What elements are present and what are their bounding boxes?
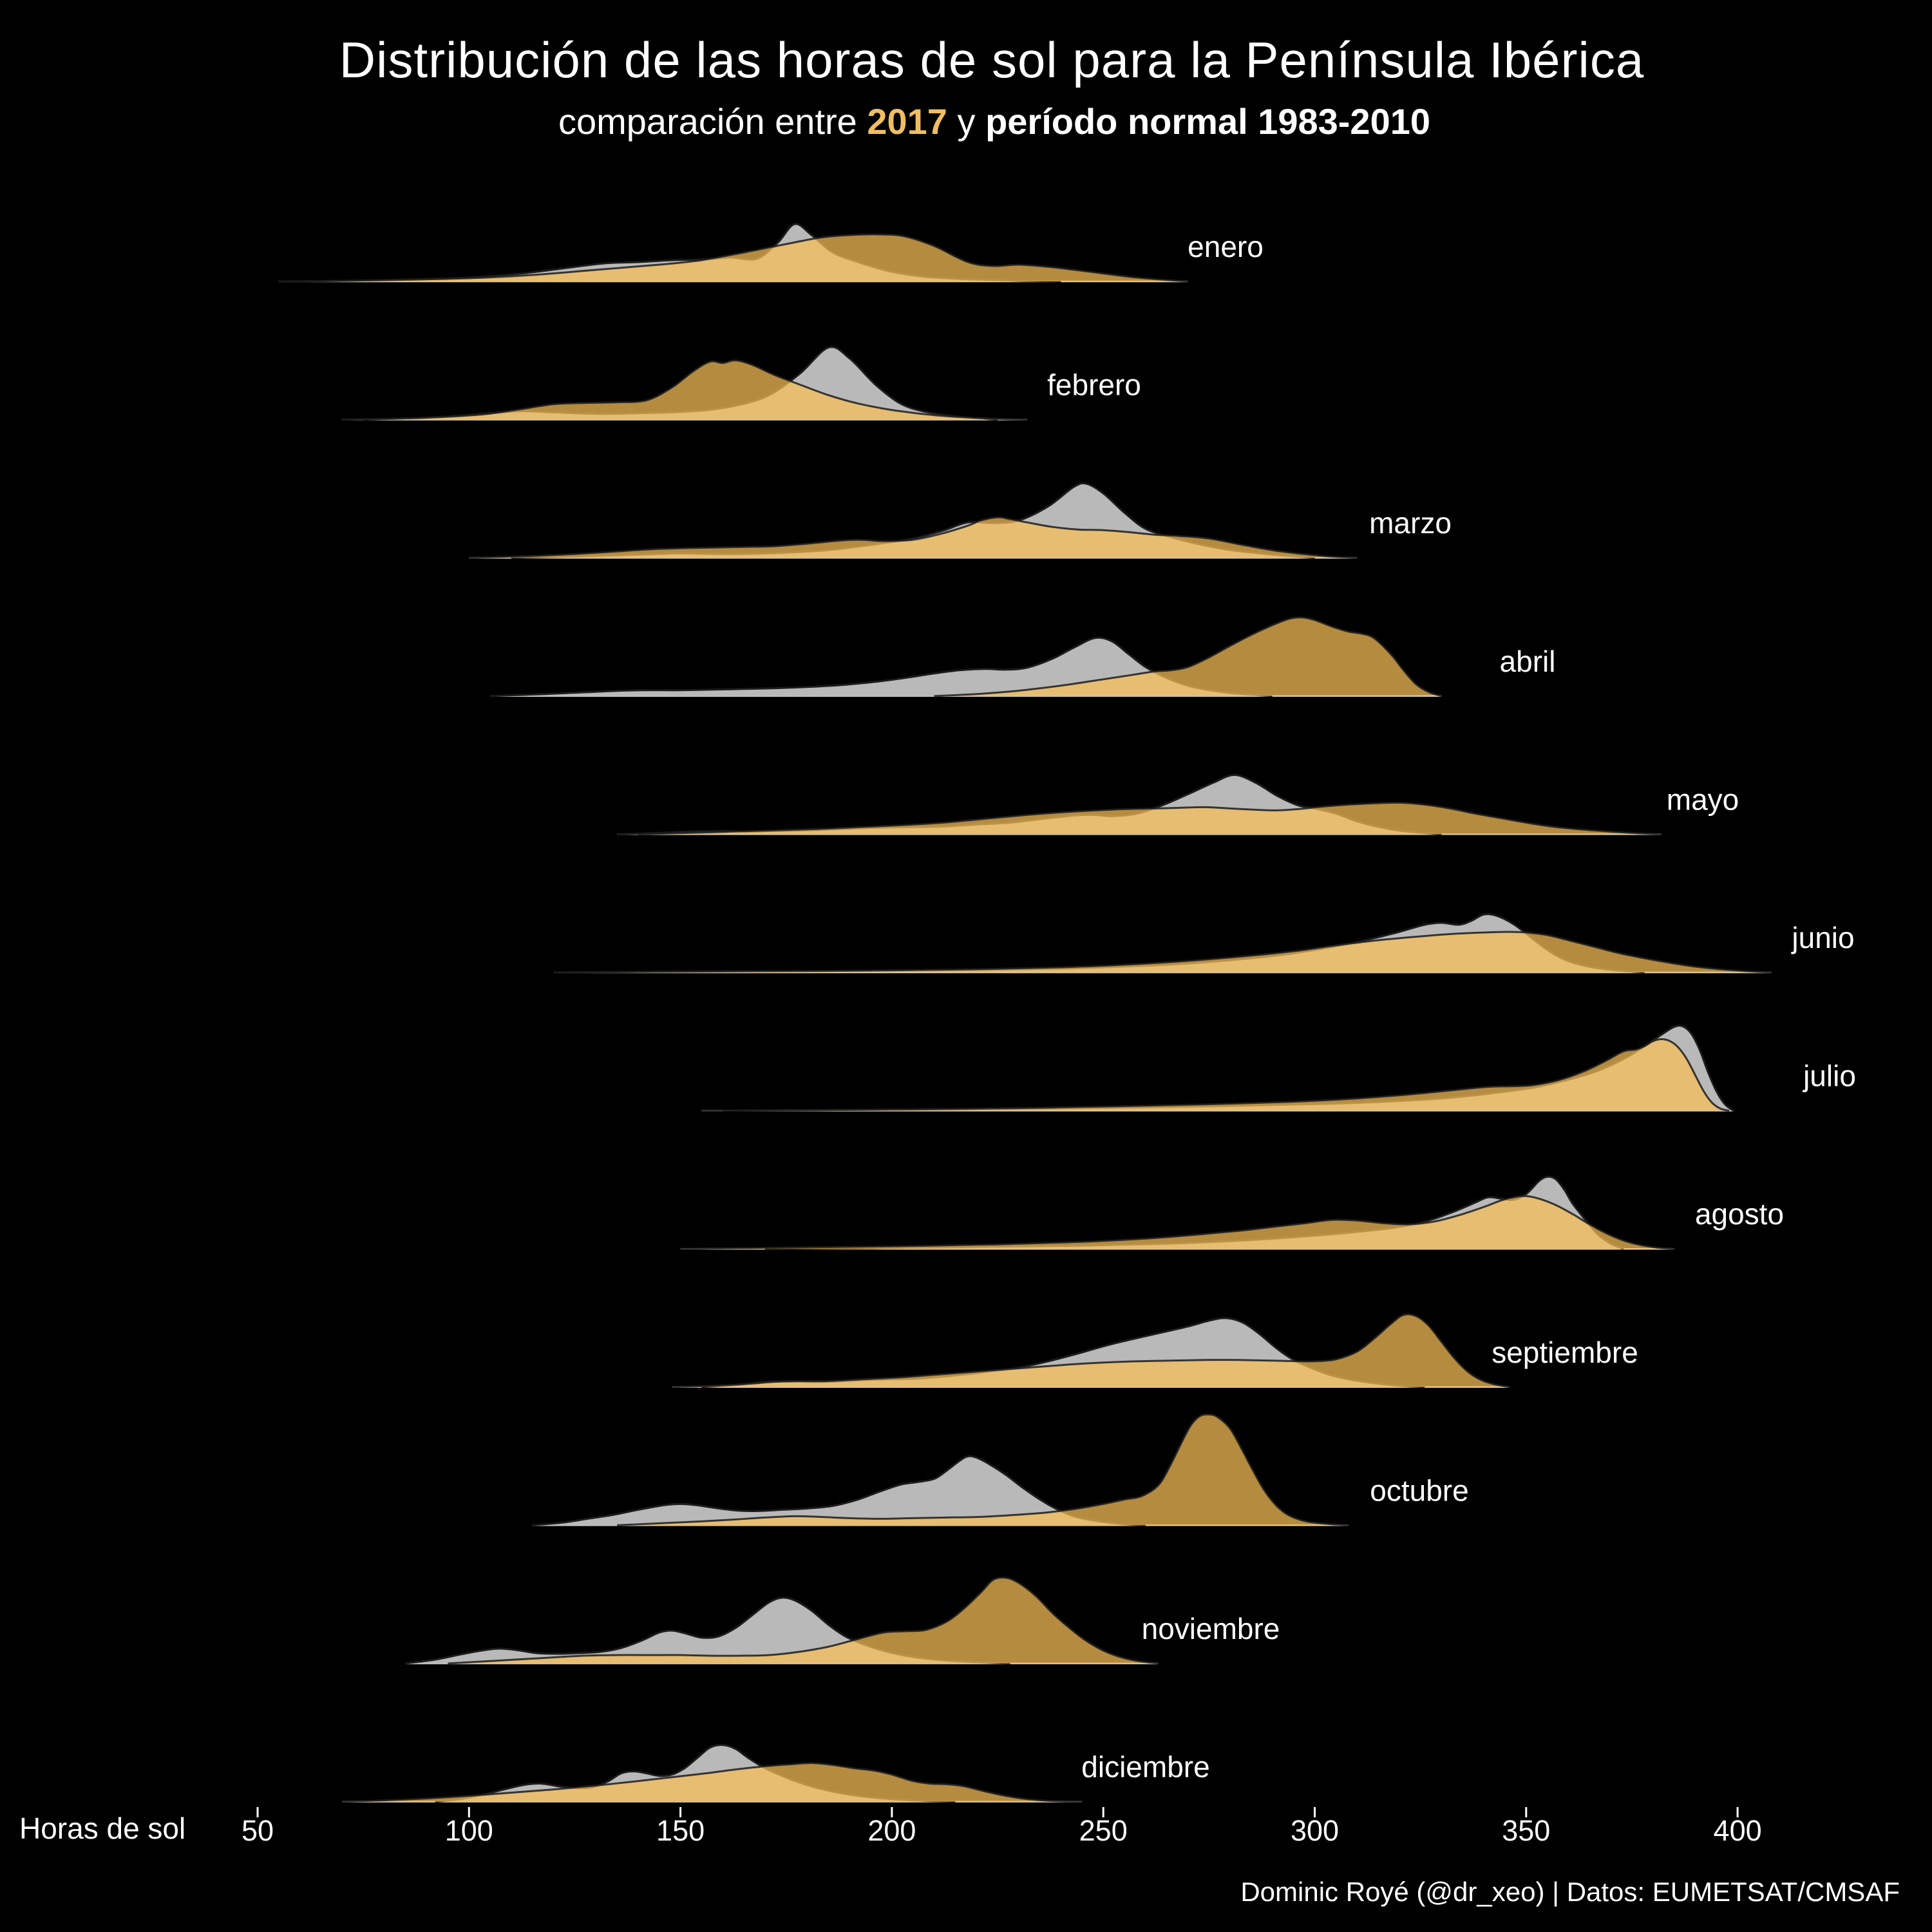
ridges-layer: enero febrero marzo abril mayo junio julio agos… bbox=[278, 223, 1856, 1803]
ridge-diciembre: diciembre bbox=[342, 1744, 1210, 1803]
month-label-abril: abril bbox=[1500, 645, 1556, 678]
month-label-marzo: marzo bbox=[1369, 506, 1452, 540]
x-axis-tick-label-350: 350 bbox=[1502, 1814, 1550, 1847]
ridge-febrero: febrero bbox=[342, 346, 1141, 421]
subtitle-part-normal-period: período normal 1983-2010 bbox=[985, 101, 1430, 142]
x-axis-title: Horas de sol bbox=[19, 1812, 185, 1845]
density-2017-outline bbox=[469, 516, 1358, 559]
ridge-abril: abril bbox=[490, 616, 1556, 697]
ridge-septiembre: septiembre bbox=[672, 1313, 1638, 1388]
density-2017-outline bbox=[934, 616, 1442, 697]
ridge-noviembre: noviembre bbox=[405, 1577, 1280, 1665]
density-2017-outline bbox=[342, 1762, 1083, 1803]
month-label-diciembre: diciembre bbox=[1081, 1750, 1209, 1784]
density-2017-outline bbox=[617, 1413, 1349, 1526]
density-normal-fill bbox=[490, 638, 1273, 696]
ridge-mayo: mayo bbox=[617, 773, 1739, 835]
month-label-enero: enero bbox=[1188, 230, 1264, 263]
x-axis-tick-label-250: 250 bbox=[1079, 1814, 1128, 1847]
density-normal-outline bbox=[532, 1455, 1146, 1526]
density-2017-fill bbox=[448, 1577, 1159, 1663]
density-normal-fill bbox=[532, 1456, 1146, 1526]
ridge-junio: junio bbox=[553, 913, 1855, 974]
x-axis-tick-label-50: 50 bbox=[242, 1814, 274, 1847]
density-2017-outline bbox=[448, 1577, 1159, 1665]
month-label-octubre: octubre bbox=[1370, 1473, 1468, 1507]
density-2017-outline bbox=[299, 233, 1188, 283]
chart-subtitle: comparación entre 2017 y período normal … bbox=[558, 101, 1430, 142]
x-axis-tick-label-100: 100 bbox=[445, 1814, 493, 1847]
density-2017-fill bbox=[701, 1039, 1729, 1111]
month-label-junio: junio bbox=[1790, 921, 1854, 954]
density-2017-fill bbox=[672, 1314, 1510, 1387]
density-2017-fill bbox=[680, 1196, 1674, 1249]
x-axis: 50 100 150 200 250 300 350 400 bbox=[242, 1807, 1762, 1847]
credit: Dominic Royé (@dr_xeo) | Datos: EUMETSAT… bbox=[1240, 1877, 1900, 1907]
subtitle-part-regular-1: comparación entre bbox=[558, 101, 867, 142]
ridge-marzo: marzo bbox=[469, 482, 1452, 559]
chart-title: Distribución de las horas de sol para la… bbox=[339, 32, 1644, 88]
x-axis-tick-label-150: 150 bbox=[656, 1814, 705, 1847]
density-2017-fill bbox=[934, 617, 1442, 696]
subtitle-part-regular-2: y bbox=[947, 101, 985, 142]
density-2017-fill bbox=[469, 517, 1358, 558]
ridge-agosto: agosto bbox=[680, 1175, 1784, 1250]
month-label-noviembre: noviembre bbox=[1142, 1612, 1280, 1645]
density-2017-outline bbox=[680, 1195, 1674, 1250]
density-2017-fill bbox=[617, 1414, 1349, 1526]
density-2017-outline bbox=[363, 359, 1028, 421]
month-label-julio: julio bbox=[1802, 1059, 1856, 1093]
density-normal-outline bbox=[490, 636, 1273, 697]
density-2017-outline bbox=[672, 1313, 1510, 1388]
subtitle-part-2017: 2017 bbox=[867, 101, 947, 142]
month-label-septiembre: septiembre bbox=[1492, 1336, 1638, 1369]
x-axis-tick-label-400: 400 bbox=[1714, 1814, 1762, 1847]
month-label-mayo: mayo bbox=[1667, 782, 1739, 816]
density-2017-outline bbox=[638, 801, 1662, 835]
density-2017-fill bbox=[553, 932, 1772, 972]
month-label-agosto: agosto bbox=[1695, 1197, 1784, 1231]
ridge-enero: enero bbox=[278, 223, 1264, 283]
density-2017-outline bbox=[701, 1038, 1730, 1112]
month-label-febrero: febrero bbox=[1047, 368, 1141, 402]
ridge-octubre: octubre bbox=[532, 1413, 1469, 1526]
x-axis-tick-label-200: 200 bbox=[867, 1814, 916, 1847]
x-axis-tick-label-300: 300 bbox=[1291, 1814, 1339, 1847]
density-2017-outline bbox=[553, 931, 1772, 974]
ridge-julio: julio bbox=[701, 1025, 1856, 1112]
density-2017-fill bbox=[299, 234, 1188, 281]
